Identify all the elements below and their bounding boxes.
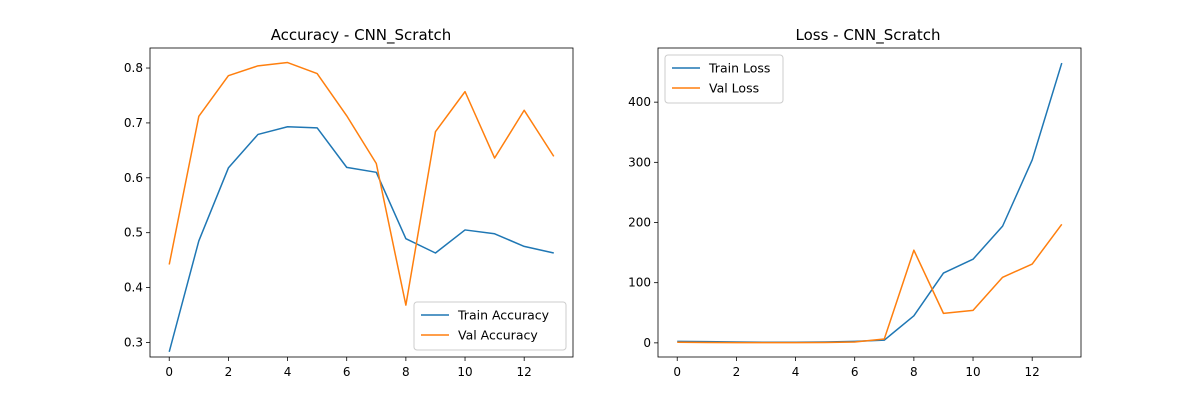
chart-title: Loss - CNN_Scratch	[795, 26, 940, 45]
series-line-train-loss	[677, 62, 1063, 344]
y-tick-label: 0.3	[124, 335, 143, 349]
series-line-train-accuracy	[168, 126, 554, 352]
legend-label: Train Accuracy	[457, 308, 550, 323]
legend-box	[413, 301, 567, 351]
y-tick-label: 300	[628, 155, 651, 169]
y-tick-label: 0.8	[124, 61, 143, 75]
loss-chart: Loss - CNN_Scratch 0 2 4 6 8 10 12 0 100 200 300 40…	[628, 26, 1082, 379]
plot-frame	[657, 47, 1082, 358]
y-tick-label: 400	[628, 95, 651, 109]
x-tick-label: 12	[517, 365, 532, 379]
series-line-val-accuracy	[168, 61, 555, 306]
x-tick-label: 4	[792, 365, 800, 379]
x-tick-label: 10	[965, 365, 980, 379]
y-tick-label: 0	[643, 336, 651, 350]
y-tick-label: 0.5	[124, 226, 143, 240]
y-tick-label: 0.6	[124, 171, 143, 185]
series-line-val-loss	[677, 223, 1063, 344]
legend: Train Loss Val Loss	[664, 54, 784, 104]
legend-label: Val Accuracy	[458, 328, 538, 343]
x-tick-label: 6	[343, 365, 351, 379]
chart-title: Accuracy - CNN_Scratch	[271, 26, 452, 45]
x-tick-label: 4	[284, 365, 292, 379]
legend-label: Train Loss	[708, 61, 770, 76]
x-tick-label: 8	[910, 365, 918, 379]
x-tick-label: 0	[673, 365, 681, 379]
legend: Train Accuracy Val Accuracy	[413, 301, 567, 351]
plot-frame	[149, 47, 574, 358]
y-tick-label: 100	[628, 276, 651, 290]
legend-label: Val Loss	[709, 81, 759, 96]
y-tick-label: 0.4	[124, 281, 143, 295]
x-tick-label: 12	[1025, 365, 1040, 379]
legend-box	[664, 54, 784, 104]
y-tick-label: 0.7	[124, 116, 143, 130]
x-tick-label: 2	[225, 365, 233, 379]
x-tick-label: 8	[402, 365, 410, 379]
accuracy-chart: Accuracy - CNN_Scratch 0 2 4 6 8 10 12 0.3 0.4 0.…	[124, 26, 574, 379]
x-tick-label: 2	[733, 365, 741, 379]
x-tick-label: 6	[851, 365, 859, 379]
x-tick-label: 0	[165, 365, 173, 379]
x-tick-label: 10	[457, 365, 472, 379]
y-tick-label: 200	[628, 216, 651, 230]
